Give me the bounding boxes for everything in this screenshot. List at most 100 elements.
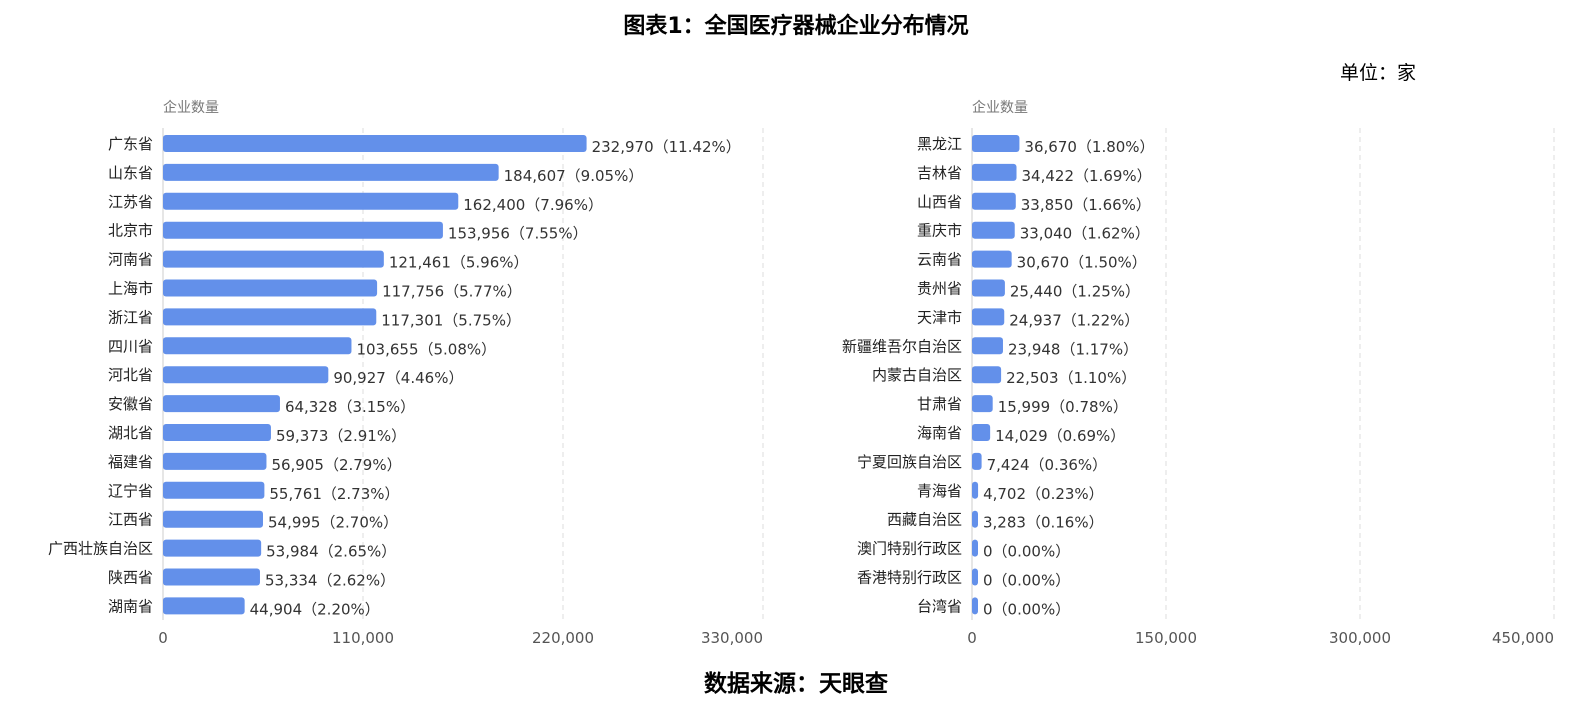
bar (972, 424, 991, 441)
data-label: 22,503（1.10%） (1006, 369, 1136, 387)
category-label: 甘肃省 (917, 395, 962, 413)
bar (972, 481, 979, 499)
bar (163, 395, 280, 413)
bar (163, 192, 459, 210)
figure-title: 图表1：全国医疗器械企业分布情况 (623, 14, 969, 39)
category-label: 黑龙江 (917, 135, 962, 153)
data-label: 0（0.00%） (983, 600, 1070, 618)
bar (972, 192, 1016, 210)
x-tick-label: 150,000 (1135, 629, 1197, 647)
category-label: 河南省 (108, 251, 153, 269)
data-label: 56,905（2.79%） (271, 456, 401, 474)
bar (163, 539, 262, 557)
data-label: 55,761（2.73%） (269, 485, 399, 503)
data-label: 232,970（11.42%） (592, 138, 741, 156)
category-label: 陕西省 (108, 569, 153, 587)
data-label: 54,995（2.70%） (268, 514, 398, 532)
x-tick-label: 330,000 (701, 629, 763, 647)
data-label: 14,029（0.69%） (995, 427, 1125, 445)
category-label: 内蒙古自治区 (872, 366, 962, 384)
data-label: 7,424（0.36%） (987, 456, 1108, 474)
data-label: 23,948（1.17%） (1008, 340, 1138, 358)
category-label: 西藏自治区 (887, 511, 962, 529)
bar (163, 279, 378, 297)
bar (163, 250, 384, 268)
bar (163, 510, 263, 528)
bar (972, 135, 1020, 152)
bar (972, 308, 1005, 326)
category-label: 上海市 (108, 280, 153, 298)
x-tick-label: 0 (158, 629, 168, 647)
bar (972, 366, 1002, 384)
bar (163, 366, 329, 384)
category-label: 江西省 (108, 511, 153, 529)
data-label: 4,702（0.23%） (983, 485, 1104, 503)
bar (163, 452, 267, 470)
x-tick-label: 0 (967, 629, 977, 647)
bar (972, 568, 978, 586)
category-label: 安徽省 (108, 395, 153, 413)
x-tick-label: 110,000 (332, 629, 394, 647)
data-label: 59,373（2.91%） (276, 427, 406, 445)
data-label: 0（0.00%） (983, 543, 1070, 561)
category-label: 四川省 (108, 337, 153, 355)
bar (163, 163, 499, 181)
category-label: 新疆维吾尔自治区 (842, 337, 962, 355)
data-label: 33,040（1.62%） (1020, 225, 1150, 243)
category-label: 浙江省 (108, 308, 153, 326)
bar (972, 163, 1017, 181)
category-label: 山东省 (108, 164, 153, 182)
data-label: 53,984（2.65%） (266, 543, 396, 561)
category-label: 山西省 (917, 193, 962, 211)
category-label: 青海省 (917, 482, 962, 500)
bar (972, 452, 982, 470)
unit-label: 单位：家 (1340, 62, 1417, 84)
data-label: 184,607（9.05%） (504, 167, 644, 185)
data-label: 3,283（0.16%） (983, 514, 1104, 532)
data-source: 数据来源：天眼查 (704, 671, 888, 697)
bar (163, 337, 352, 355)
category-label: 广西壮族自治区 (48, 540, 153, 558)
category-label: 宁夏回族自治区 (857, 453, 962, 471)
bar (972, 279, 1005, 297)
bar (163, 568, 260, 586)
category-label: 贵州省 (917, 280, 962, 298)
data-label: 30,670（1.50%） (1017, 254, 1147, 272)
bar (972, 597, 978, 615)
data-label: 121,461（5.96%） (389, 254, 529, 272)
category-label: 江苏省 (108, 193, 153, 211)
category-label: 湖南省 (108, 597, 153, 615)
bar (972, 395, 993, 413)
y-axis-title: 企业数量 (163, 99, 219, 116)
category-label: 天津市 (917, 308, 962, 326)
y-axis-title: 企业数量 (972, 99, 1028, 116)
category-label: 湖北省 (108, 424, 153, 442)
data-label: 64,328（3.15%） (285, 398, 415, 416)
data-label: 117,756（5.77%） (382, 283, 522, 301)
data-label: 44,904（2.20%） (250, 600, 380, 618)
data-label: 162,400（7.96%） (463, 196, 603, 214)
data-label: 36,670（1.80%） (1024, 138, 1154, 156)
bar (972, 510, 978, 528)
data-label: 0（0.00%） (983, 572, 1070, 590)
bar (163, 481, 265, 499)
data-label: 33,850（1.66%） (1021, 196, 1151, 214)
x-tick-label: 450,000 (1492, 629, 1554, 647)
category-label: 云南省 (917, 251, 962, 269)
data-label: 24,937（1.22%） (1009, 311, 1139, 329)
bar (972, 250, 1012, 268)
bar (972, 337, 1003, 355)
data-label: 117,301（5.75%） (381, 311, 521, 329)
data-label: 153,956（7.55%） (448, 225, 588, 243)
bar (163, 308, 377, 326)
bar (163, 135, 587, 152)
category-label: 河北省 (108, 366, 153, 384)
bar (163, 424, 271, 441)
category-label: 福建省 (108, 453, 153, 471)
data-label: 103,655（5.08%） (356, 340, 496, 358)
data-label: 90,927（4.46%） (333, 369, 463, 387)
category-label: 澳门特别行政区 (857, 540, 962, 558)
x-tick-label: 300,000 (1329, 629, 1391, 647)
category-label: 台湾省 (917, 597, 962, 615)
